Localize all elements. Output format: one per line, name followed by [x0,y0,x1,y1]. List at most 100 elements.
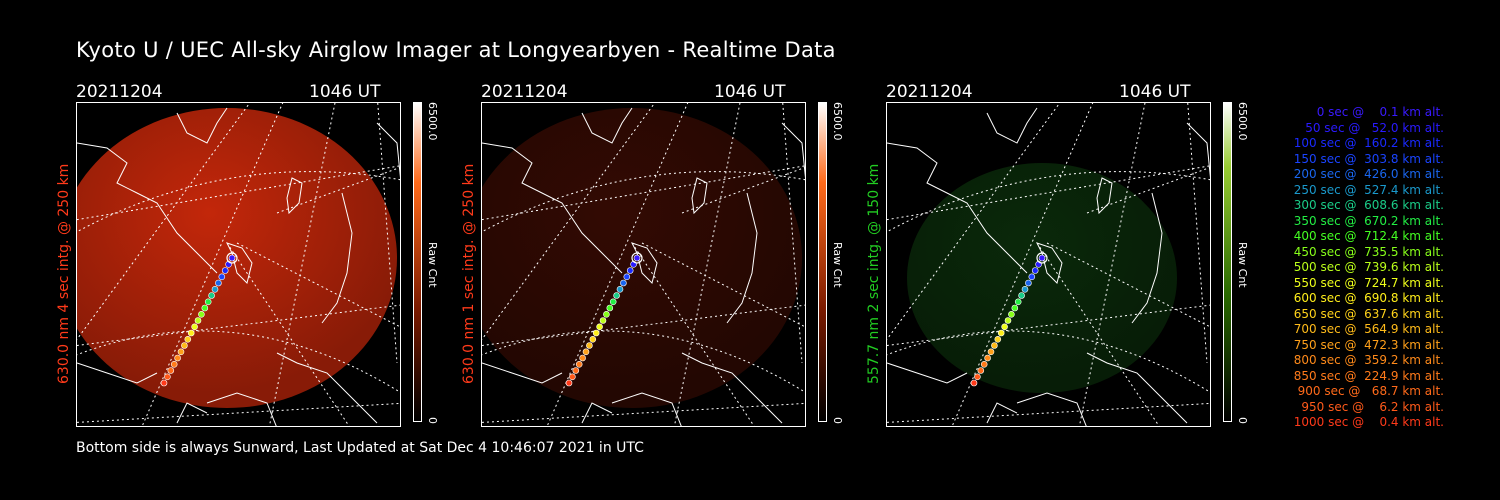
trajectory-point [191,323,198,331]
trajectory-point [592,329,600,337]
trajectory-point [980,360,988,368]
trajectory-point [164,373,171,381]
trajectory-point [572,367,580,374]
legend-entry: 100 sec @ 160.2 km alt. [1293,136,1444,150]
trajectory-point [606,304,614,312]
trajectory-point [603,311,610,318]
trajectory-point [1018,292,1025,299]
trajectory-point [984,354,991,362]
trajectory-point [1011,304,1019,312]
trajectory-point [204,298,212,306]
trajectory-point [187,329,195,337]
panel-wavelength-label: 630.0 nm 4 sec intg. @ 250 km [56,163,72,384]
trajectory-point [170,360,178,368]
trajectory-point [997,329,1005,337]
colorbar-min-label: 0 [426,417,439,424]
trajectory-point [579,354,586,362]
allsky-image [886,102,1211,427]
trajectory-point [609,298,617,306]
trajectory-point [974,373,981,381]
trajectory-point [977,367,985,374]
panel-date: 20211204 [481,82,568,102]
launch-site-marker [226,252,238,264]
legend-entry: 300 sec @ 608.6 km alt. [1293,198,1444,212]
legend-entry: 200 sec @ 426.0 km alt. [1293,167,1444,181]
legend-entry: 550 sec @ 724.7 km alt. [1293,275,1444,290]
trajectory-point [184,336,192,343]
launch-site-marker [631,252,643,264]
legend-entry: 400 sec @ 712.4 km alt. [1293,229,1444,243]
trajectory-point [160,379,168,387]
legend-entry: 850 sec @ 224.9 km alt. [1293,368,1444,383]
trajectory-point [994,336,1002,343]
panel-date: 20211204 [886,82,973,102]
legend-entry: 900 sec @ 68.7 km alt. [1297,384,1444,398]
panel-date: 20211204 [76,82,163,102]
coastline [887,107,1210,426]
trajectory-point [596,323,603,331]
trajectory-point [198,311,205,318]
page-title: Kyoto U / UEC All-sky Airglow Imager at … [76,38,836,62]
colorbar [413,102,422,422]
trajectory-point [991,342,998,349]
legend-entry: 800 sec @ 359.2 km alt. [1293,353,1444,367]
legend-entry: 650 sec @ 637.6 km alt. [1293,306,1444,321]
trajectory-point [218,273,226,281]
trajectory-point [613,292,620,299]
trajectory-point [181,342,188,349]
panel-wavelength-label: 557.7 nm 2 sec intg. @ 150 km [866,163,882,384]
legend-entry: 500 sec @ 739.6 km alt. [1293,260,1444,274]
panel-time: 1046 UT [714,82,786,102]
rocket-trajectory [565,252,643,387]
allsky-image [76,102,401,427]
legend-entry: 1000 sec @ 0.4 km alt. [1293,415,1444,429]
panel-time: 1046 UT [1119,82,1191,102]
trajectory-point [1031,267,1039,274]
colorbar [818,102,827,422]
legend-entry: 750 sec @ 472.3 km alt. [1293,337,1444,352]
legend-entry: 950 sec @ 6.2 km alt. [1301,399,1444,414]
legend-entry: 700 sec @ 564.9 km alt. [1293,322,1444,336]
trajectory-point [221,267,229,274]
trajectory-point [1028,273,1036,281]
trajectory-point [215,279,222,287]
rocket-trajectory [970,252,1048,387]
rocket-trajectory [160,252,238,387]
colorbar-unit-label: Raw Cnt [831,242,844,288]
coastline [482,107,805,426]
trajectory-point [201,304,209,312]
coastline [77,107,400,426]
panel-wavelength-label: 630.0 nm 1 sec intg. @ 250 km [461,163,477,384]
panel-time: 1046 UT [309,82,381,102]
trajectory-point [620,279,627,287]
colorbar-min-label: 0 [831,417,844,424]
legend-entry: 450 sec @ 735.5 km alt. [1293,244,1444,259]
legend-entry: 350 sec @ 670.2 km alt. [1293,213,1444,228]
trajectory-point [569,373,576,381]
legend-entry: 600 sec @ 690.8 km alt. [1293,291,1444,305]
colorbar-max-label: 6500.0 [426,102,439,141]
footer-note: Bottom side is always Sunward, Last Upda… [76,440,644,456]
rocket-trajectory-legend: 0 sec @ 0.1 km alt. 50 sec @ 52.0 km alt.… [1250,105,1444,435]
trajectory-point [1038,254,1046,262]
trajectory-point [211,286,219,293]
colorbar [1223,102,1232,422]
trajectory-point [1021,286,1029,293]
trajectory-point [633,254,641,262]
trajectory-point [623,273,631,281]
airglow-disk [907,163,1177,393]
trajectory-point [1008,311,1015,318]
trajectory-point [177,348,185,356]
trajectory-point [970,379,978,387]
legend-entry: 250 sec @ 527.4 km alt. [1293,182,1444,197]
trajectory-point [1014,298,1022,306]
trajectory-point [1025,279,1032,287]
allsky-image [481,102,806,427]
legend-entry: 50 sec @ 52.0 km alt. [1305,120,1444,135]
trajectory-point [616,286,624,293]
colorbar-max-label: 6500.0 [1236,102,1249,141]
launch-site-marker [1036,252,1048,264]
colorbar-unit-label: Raw Cnt [426,242,439,288]
colorbar-max-label: 6500.0 [831,102,844,141]
trajectory-point [167,367,175,374]
